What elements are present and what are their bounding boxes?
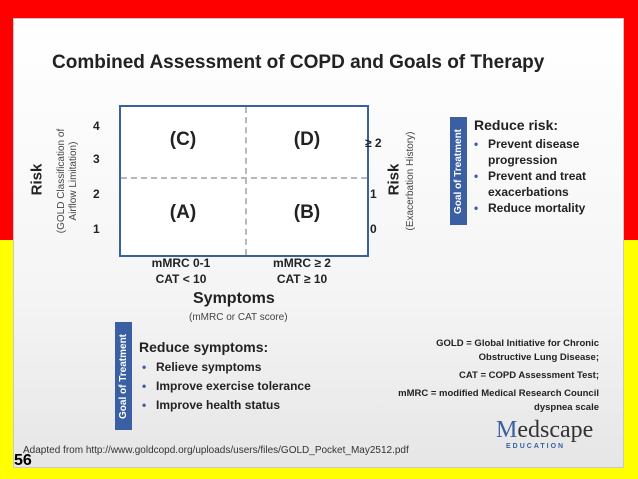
list-item: • Reduce mortality xyxy=(474,201,586,215)
medscape-education-logo: Medscape EDUCATION xyxy=(496,418,593,450)
x-right-label-line2: CAT ≥ 10 xyxy=(276,272,328,286)
left-risk-sublabel-line2: Airflow Limitation) xyxy=(68,141,79,221)
right-tick-1: 1 xyxy=(370,187,377,201)
left-tick-3: 3 xyxy=(93,152,100,166)
reduce-symptoms-list: • Relieve symptoms • Improve exercise tole… xyxy=(142,358,311,415)
left-risk-sublabel: (GOLD Classification of Airflow Limitati… xyxy=(56,121,80,241)
goal-of-treatment-risk-label: Goal of Treatment xyxy=(453,128,465,214)
right-risk-label: Risk xyxy=(385,163,403,196)
x-right-label: mMRC ≥ 2 CAT ≥ 10 xyxy=(257,255,347,287)
logo-wordmark: Medscape xyxy=(496,417,594,443)
slide-title: Combined Assessment of COPD and Goals of… xyxy=(52,52,545,73)
list-item: • Prevent and treat xyxy=(474,169,587,183)
goal-of-treatment-risk-box: Goal of Treatment xyxy=(450,117,467,225)
definition-gold: GOLD = Global Initiative for Chronic Obs… xyxy=(436,338,599,363)
reduce-symptoms-heading: Reduce symptoms: xyxy=(139,339,269,355)
quadrant-c: (C) xyxy=(169,129,197,150)
slide: Combined Assessment of COPD and Goals of… xyxy=(13,18,624,468)
slide-number: 56 xyxy=(14,452,32,469)
quadrant-a: (A) xyxy=(169,202,197,223)
left-risk-label: Risk xyxy=(28,163,46,196)
right-tick-0: 0 xyxy=(370,222,377,236)
left-tick-2: 2 xyxy=(93,187,100,201)
quadrant-d: (D) xyxy=(293,129,321,150)
goal-of-treatment-symptoms-box: Goal of Treatment xyxy=(115,322,132,430)
right-risk-sublabel: (Exacerbation History) xyxy=(405,131,416,231)
x-right-label-line1: mMRC ≥ 2 xyxy=(273,256,331,270)
list-item: progression xyxy=(488,153,558,167)
reduce-risk-heading: Reduce risk: xyxy=(474,117,559,133)
x-left-label-line2: CAT < 10 xyxy=(155,272,207,286)
x-left-label: mMRC 0-1 CAT < 10 xyxy=(136,255,226,287)
symptoms-sublabel: (mMRC or CAT score) xyxy=(189,312,288,323)
list-item: exacerbations xyxy=(488,185,569,199)
quadrant-b: (B) xyxy=(293,202,321,223)
definition-mmrc: mMRC = modified Medical Research Council… xyxy=(398,388,599,413)
left-tick-4: 4 xyxy=(93,119,100,133)
definitions-block: GOLD = Global Initiative for Chronic Obs… xyxy=(371,337,599,419)
reduce-risk-list: • Prevent disease progression • Prevent an… xyxy=(474,136,586,216)
list-item: • Improve health status xyxy=(142,398,281,412)
list-item: • Improve exercise tolerance xyxy=(142,379,311,393)
left-tick-1: 1 xyxy=(93,222,100,236)
grid-vertical-divider xyxy=(245,107,247,255)
definition-cat: CAT = COPD Assessment Test; xyxy=(459,370,599,381)
source-footer: Adapted from http://www.goldcopd.org/upl… xyxy=(23,445,409,456)
grid-horizontal-divider xyxy=(121,177,367,179)
assessment-grid: (C) (D) (A) (B) xyxy=(119,105,369,257)
goal-of-treatment-symptoms-label: Goal of Treatment xyxy=(118,333,130,419)
symptoms-label: Symptoms xyxy=(193,290,275,307)
x-left-label-line1: mMRC 0-1 xyxy=(151,256,211,270)
left-risk-sublabel-line1: (GOLD Classification of xyxy=(56,128,67,234)
list-item: • Relieve symptoms xyxy=(142,360,262,374)
logo-subtext: EDUCATION xyxy=(506,443,566,450)
list-item: • Prevent disease xyxy=(474,137,580,151)
right-tick-ge2: ≥ 2 xyxy=(365,136,382,150)
